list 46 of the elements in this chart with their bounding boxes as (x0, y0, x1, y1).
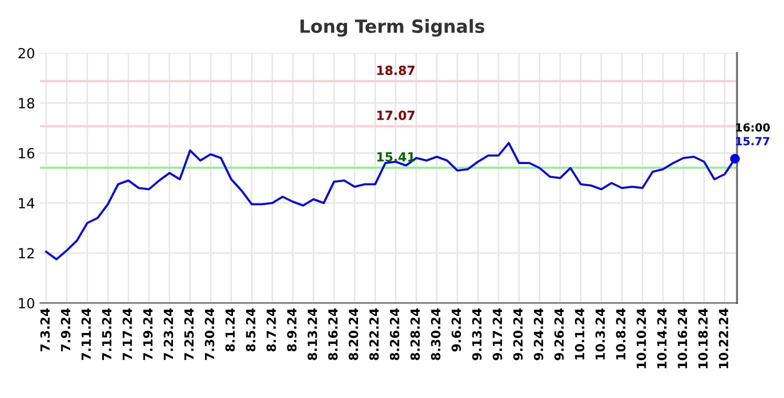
y-tick-label: 16 (18, 148, 34, 158)
y-tick-label: 14 (18, 198, 34, 208)
y-tick-label: 20 (18, 48, 34, 58)
x-tick-label: 10.14.24 (657, 308, 667, 368)
ref-line-label: 17.07 (377, 110, 414, 120)
x-tick-label: 8.7.24 (266, 308, 276, 352)
x-tick-label: 8.30.24 (430, 308, 440, 360)
x-tick-label: 10.3.24 (595, 308, 605, 360)
x-tick-label: 9.20.24 (513, 308, 523, 360)
y-tick-label: 12 (18, 248, 34, 258)
x-tick-label: 7.3.24 (40, 308, 50, 352)
x-tick-label: 9.17.24 (492, 308, 502, 360)
annotation: 15.77 (736, 137, 770, 146)
x-tick-label: 10.8.24 (616, 308, 626, 360)
x-tick-label: 10.10.24 (636, 308, 646, 368)
x-tick-label: 8.13.24 (308, 308, 318, 360)
x-tick-label: 7.23.24 (164, 308, 174, 360)
chart-title: Long Term Signals (300, 19, 484, 37)
x-tick-label: 7.15.24 (102, 308, 112, 360)
x-tick-label: 8.1.24 (225, 308, 235, 352)
ref-line-label: 18.87 (377, 66, 414, 76)
x-tick-label: 10.18.24 (698, 308, 708, 368)
x-tick-label: 7.9.24 (60, 308, 70, 352)
x-tick-label: 9.6.24 (452, 308, 462, 352)
annotation: 16:00 (736, 123, 770, 132)
x-tick-label: 7.25.24 (184, 308, 194, 360)
x-tick-label: 9.24.24 (534, 308, 544, 360)
x-tick-label: 8.9.24 (287, 308, 297, 352)
y-tick-label: 18 (18, 98, 34, 108)
x-tick-label: 10.1.24 (574, 308, 584, 360)
x-tick-label: 9.13.24 (472, 308, 482, 360)
x-tick-label: 7.17.24 (122, 308, 132, 360)
x-tick-label: 7.30.24 (204, 308, 214, 360)
x-tick-label: 9.26.24 (554, 308, 564, 360)
x-tick-label: 7.11.24 (81, 308, 91, 360)
ref-line-label: 15.41 (377, 152, 415, 162)
x-tick-label: 7.19.24 (143, 308, 153, 360)
y-tick-label: 10 (18, 298, 34, 308)
x-tick-label: 10.22.24 (718, 308, 728, 368)
x-tick-label: 8.22.24 (369, 308, 379, 360)
x-tick-label: 8.5.24 (246, 308, 256, 352)
x-tick-label: 8.16.24 (328, 308, 338, 360)
x-tick-label: 8.26.24 (390, 308, 400, 360)
x-tick-label: 10.16.24 (678, 308, 688, 368)
x-tick-label: 8.20.24 (348, 308, 358, 360)
x-tick-label: 8.28.24 (410, 308, 420, 360)
